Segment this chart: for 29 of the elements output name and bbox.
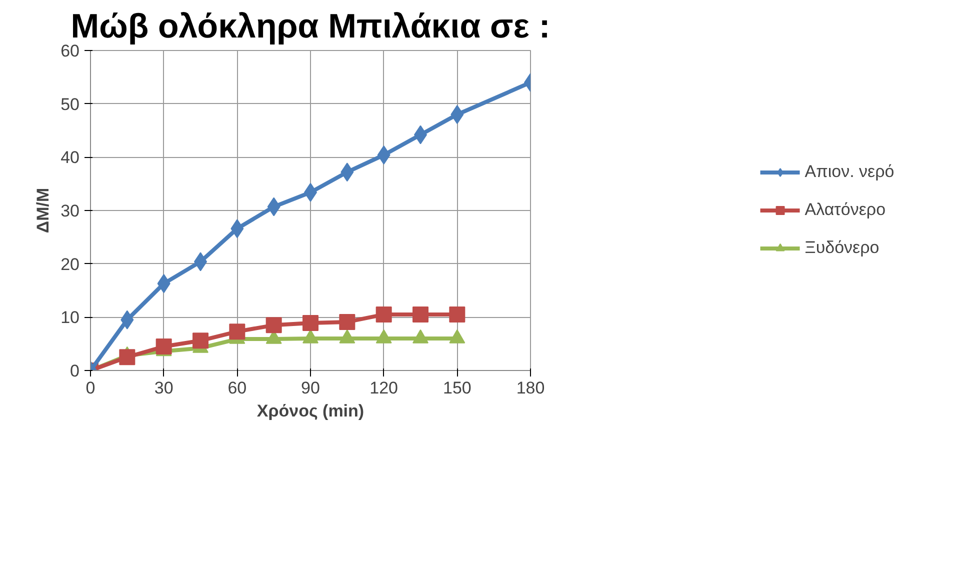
y-tick-label: 0 xyxy=(70,362,80,380)
point xyxy=(412,306,428,322)
point xyxy=(119,349,136,366)
y-tick-label: 10 xyxy=(60,308,80,328)
x-tick-label: 150 xyxy=(442,378,472,398)
point xyxy=(302,315,318,332)
point xyxy=(229,324,246,340)
x-axis-title: Χρόνος (min) xyxy=(256,402,364,420)
y-tick-label: 40 xyxy=(60,148,80,168)
point xyxy=(376,306,392,322)
x-tick-label: 60 xyxy=(228,378,247,398)
y-tick-label: 50 xyxy=(60,94,80,114)
x-tick-label: 30 xyxy=(154,378,174,398)
point xyxy=(450,105,464,124)
point xyxy=(156,338,172,354)
point xyxy=(449,306,466,322)
legend-label: Απιον. νερό xyxy=(804,162,894,182)
x-tick-label: 90 xyxy=(301,378,320,398)
legend-label: Ξυδόνερο xyxy=(804,238,880,258)
x-tick-label: 120 xyxy=(370,378,398,398)
legend-label: Αλατόνερο xyxy=(804,200,886,220)
y-tick-label: 20 xyxy=(60,254,80,274)
point xyxy=(266,317,282,334)
x-tick-label: 180 xyxy=(516,378,545,398)
point xyxy=(339,314,356,330)
y-axis-title: ΔΜ/Μ xyxy=(34,188,53,234)
x-tick-label: 0 xyxy=(86,378,96,398)
y-tick-label: 30 xyxy=(60,202,80,220)
point xyxy=(192,332,208,349)
